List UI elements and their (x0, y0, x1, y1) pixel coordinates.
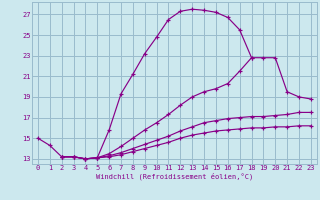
X-axis label: Windchill (Refroidissement éolien,°C): Windchill (Refroidissement éolien,°C) (96, 173, 253, 180)
